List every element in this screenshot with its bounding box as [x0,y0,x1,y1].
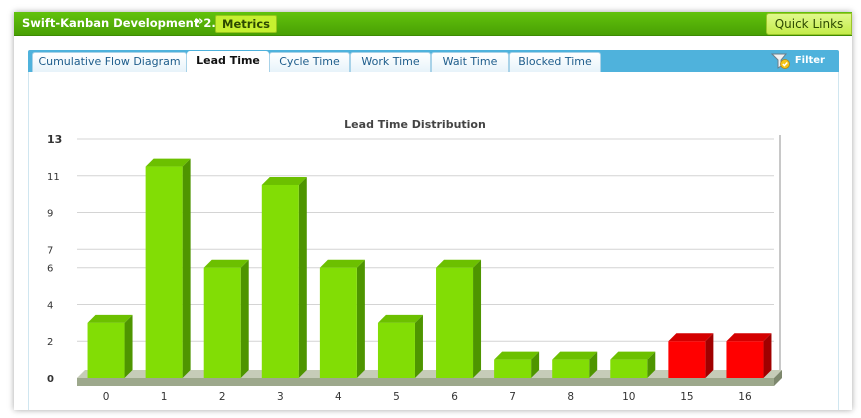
x-tick-label: 7 [509,391,516,403]
bar-top [145,158,191,167]
x-tick-label: 0 [103,391,110,403]
y-tick-label: 13 [47,133,62,146]
y-tick-label: 6 [47,264,53,275]
x-tick-label: 4 [335,391,342,403]
bar-side [531,351,540,378]
bar-top [494,351,540,360]
x-tick-label: 16 [738,391,752,403]
bar [261,184,299,378]
bar-top [552,351,598,360]
x-tick-label: 6 [451,391,458,403]
chart-panel: Lead Time Distribution 0 2 4 6 7 9 11 13 0 1 2 3 4 5 6 7… [28,72,839,410]
y-tick-label: 0 [47,374,54,385]
bar-top [726,333,772,342]
bar-side [647,351,656,378]
metrics-window: Swift-Kanban Development 2.0 » Metrics Q… [14,12,852,410]
x-tick-label: 10 [622,391,635,403]
y-tick-label: 4 [47,300,53,311]
bar [494,359,532,378]
tab-cycle-time[interactable]: Cycle Time [269,52,350,72]
x-tick-label: 15 [680,391,693,403]
bar [552,359,590,378]
x-tick-label: 1 [161,391,168,403]
bar-side [182,158,191,378]
bar [145,166,183,378]
x-tick-label: 5 [393,391,400,403]
bar [319,267,357,378]
bar [203,267,241,378]
bar-top [436,259,482,268]
bar-top [668,333,714,342]
bar-side [356,259,365,378]
bar-side [589,351,598,378]
tab-cumulative-flow-diagram[interactable]: Cumulative Flow Diagram [32,52,187,72]
quick-links-button[interactable]: Quick Links [766,13,852,35]
bar-top [610,351,656,360]
tab-work-time[interactable]: Work Time [350,52,431,72]
y-tick-label: 9 [47,209,53,220]
filter-funnel-icon [770,53,790,69]
filter-label: Filter [794,55,825,66]
bar [436,267,474,378]
bar [726,341,764,378]
lead-time-chart: Lead Time Distribution 0 2 4 6 7 9 11 13 0 1 2 3 4 5 6 7… [47,118,782,403]
x-tick-label: 2 [219,391,226,403]
tab-blocked-time[interactable]: Blocked Time [509,52,601,72]
top-bar: Swift-Kanban Development 2.0 » Metrics Q… [14,12,852,36]
breadcrumb-separator-icon: » [195,14,204,29]
bar-side [240,259,249,378]
chart-title: Lead Time Distribution [344,118,486,131]
bar-side [705,333,714,378]
filter-button[interactable]: Filter [770,53,825,69]
x-tick-label: 8 [567,391,574,403]
breadcrumb-project[interactable]: Swift-Kanban Development 2.0 [22,16,224,30]
bar-top [203,259,249,268]
bar-side [473,259,482,378]
bar-side [124,314,133,378]
chart-floor-front [77,378,774,386]
bar-top [319,259,365,268]
bar-side [298,176,307,378]
bar [377,322,415,378]
metrics-tabs: Cumulative Flow Diagram Lead Time Cycle … [28,50,839,73]
chart-floor-side [774,370,782,386]
chart-floor-top [77,370,782,378]
breadcrumb-current: Metrics [215,15,278,33]
bar-side [414,314,423,378]
tab-lead-time[interactable]: Lead Time [187,51,269,73]
y-tick-label: 11 [47,172,60,183]
y-tick-label: 7 [47,245,53,256]
bar-top [87,314,133,323]
bar-top [377,314,423,323]
y-tick-label: 2 [47,337,53,348]
bar [87,322,125,378]
bar [610,359,648,378]
bar-top [261,176,307,185]
x-tick-label: 3 [277,391,284,403]
bar-side [763,333,772,378]
bar [668,341,706,378]
tab-wait-time[interactable]: Wait Time [431,52,509,72]
